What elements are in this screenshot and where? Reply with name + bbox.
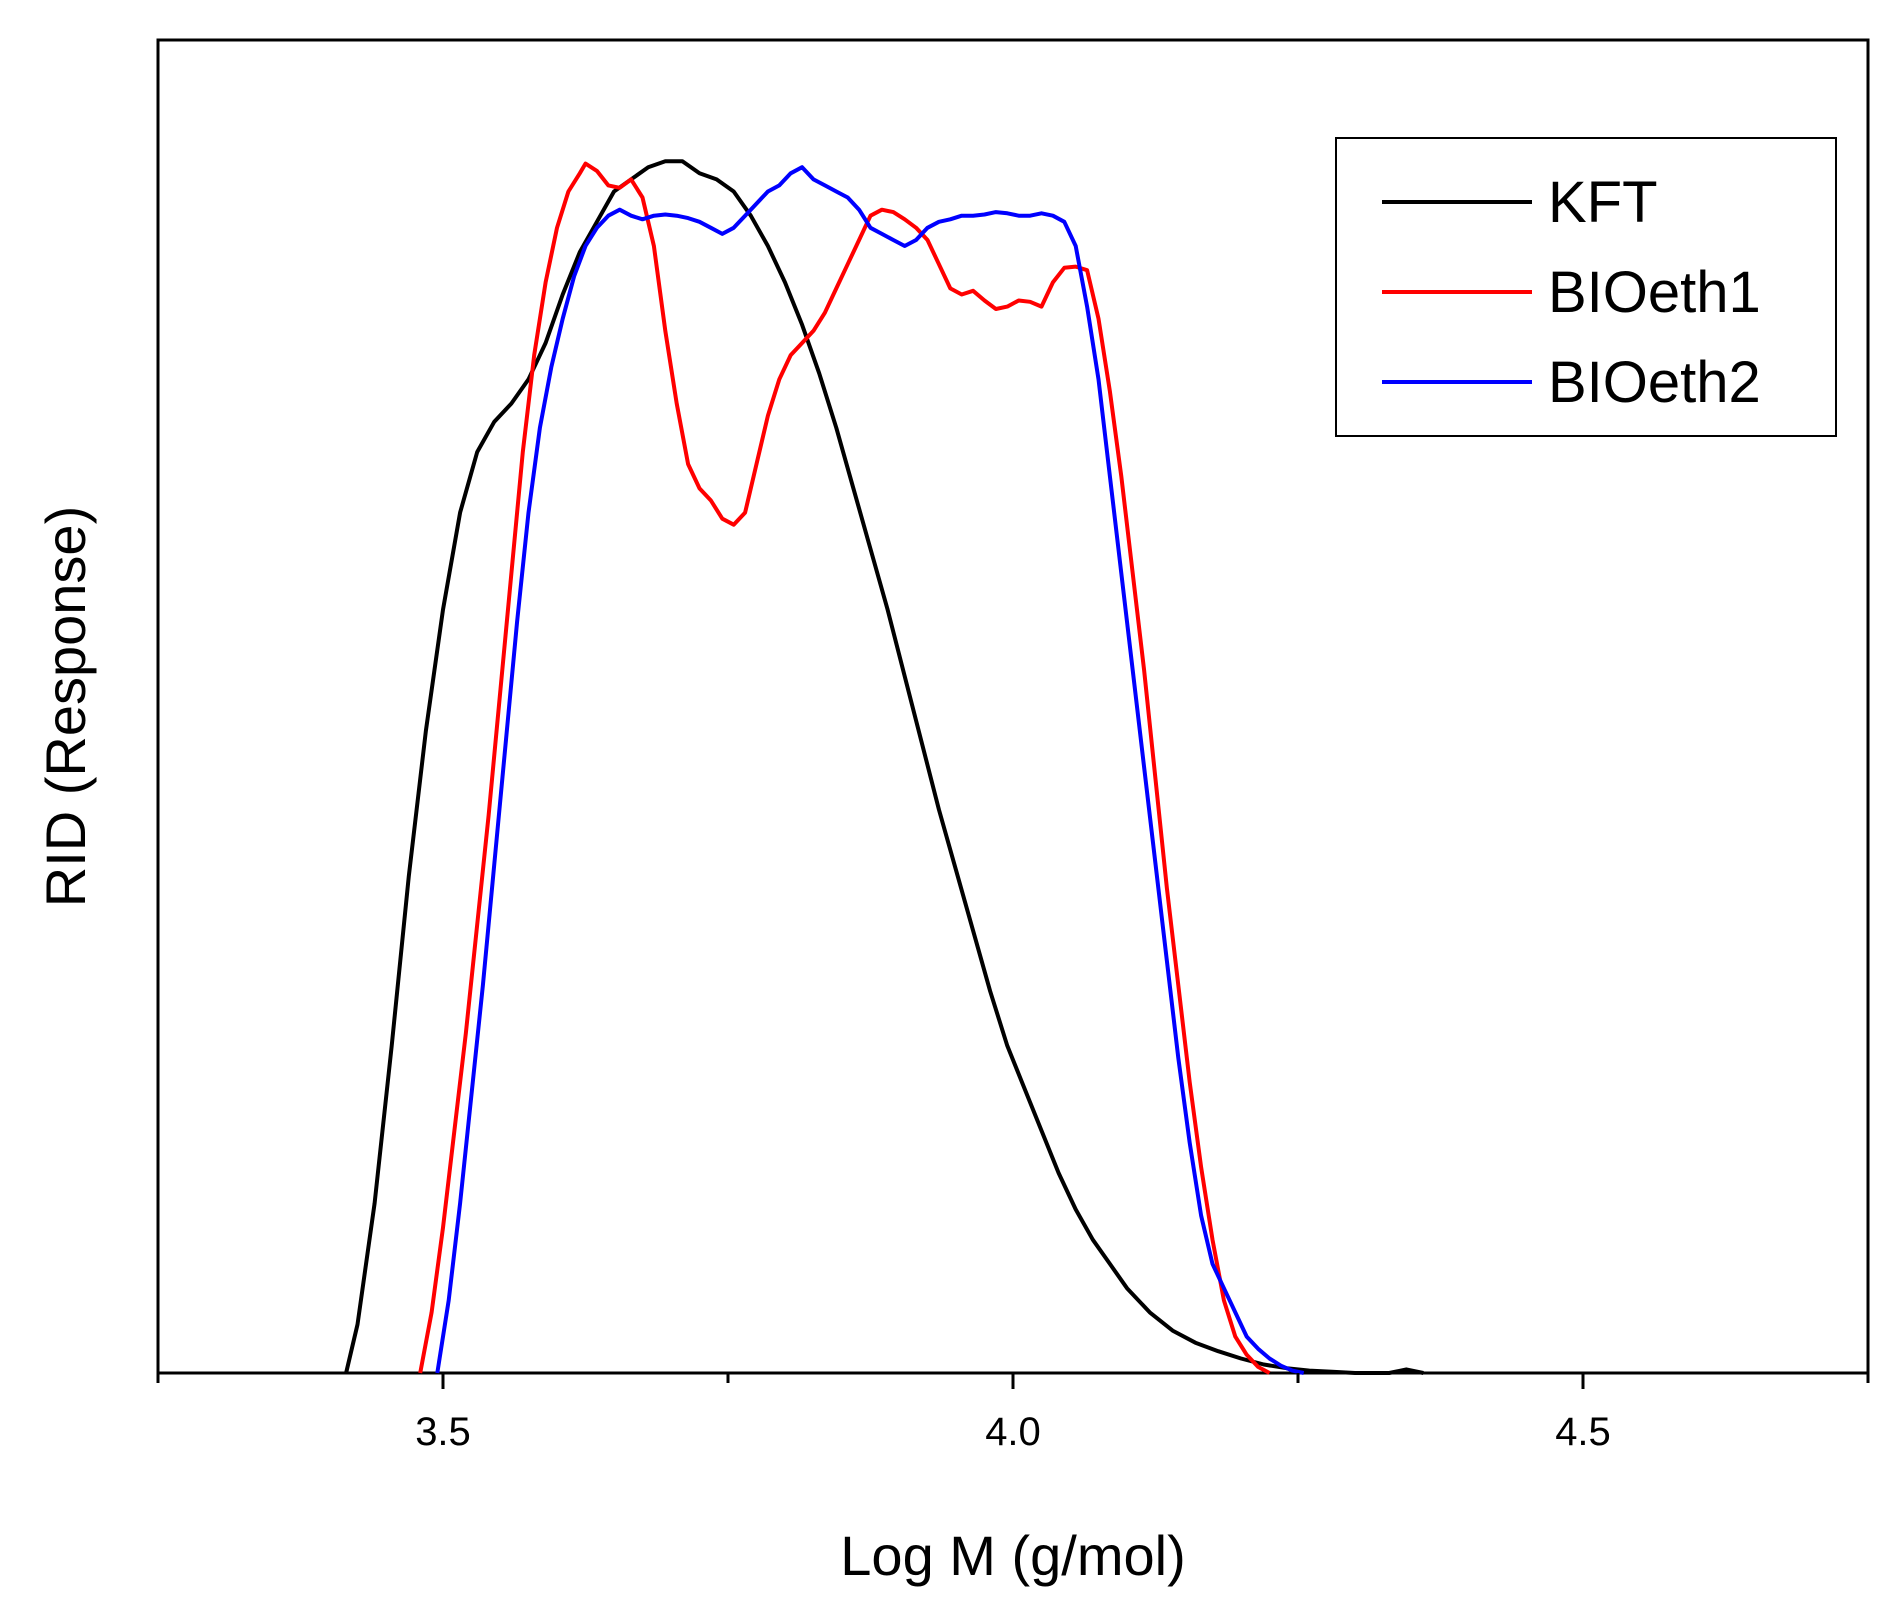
x-tick-label: 4.5 (1555, 1410, 1611, 1454)
x-tick-label: 4.0 (985, 1410, 1041, 1454)
legend-label-kft: KFT (1548, 170, 1658, 235)
y-axis-label: RID (Response) (34, 506, 97, 907)
legend-label-bioeth2: BIOeth2 (1548, 350, 1761, 415)
legend: KFT BIOeth1 BIOeth2 (1335, 137, 1837, 437)
legend-box (1335, 137, 1837, 437)
series-line-bioeth2 (435, 165, 1305, 1375)
x-axis-ticks: 3.5 4.0 4.5 (156, 1373, 1870, 1454)
x-tick-label: 3.5 (415, 1410, 471, 1454)
legend-label-bioeth1: BIOeth1 (1548, 260, 1761, 325)
series-line-bioeth1 (418, 161, 1271, 1375)
series-line-kft (344, 159, 1424, 1375)
x-axis-label: Log M (g/mol) (840, 1524, 1185, 1587)
series-layer (344, 159, 1424, 1375)
